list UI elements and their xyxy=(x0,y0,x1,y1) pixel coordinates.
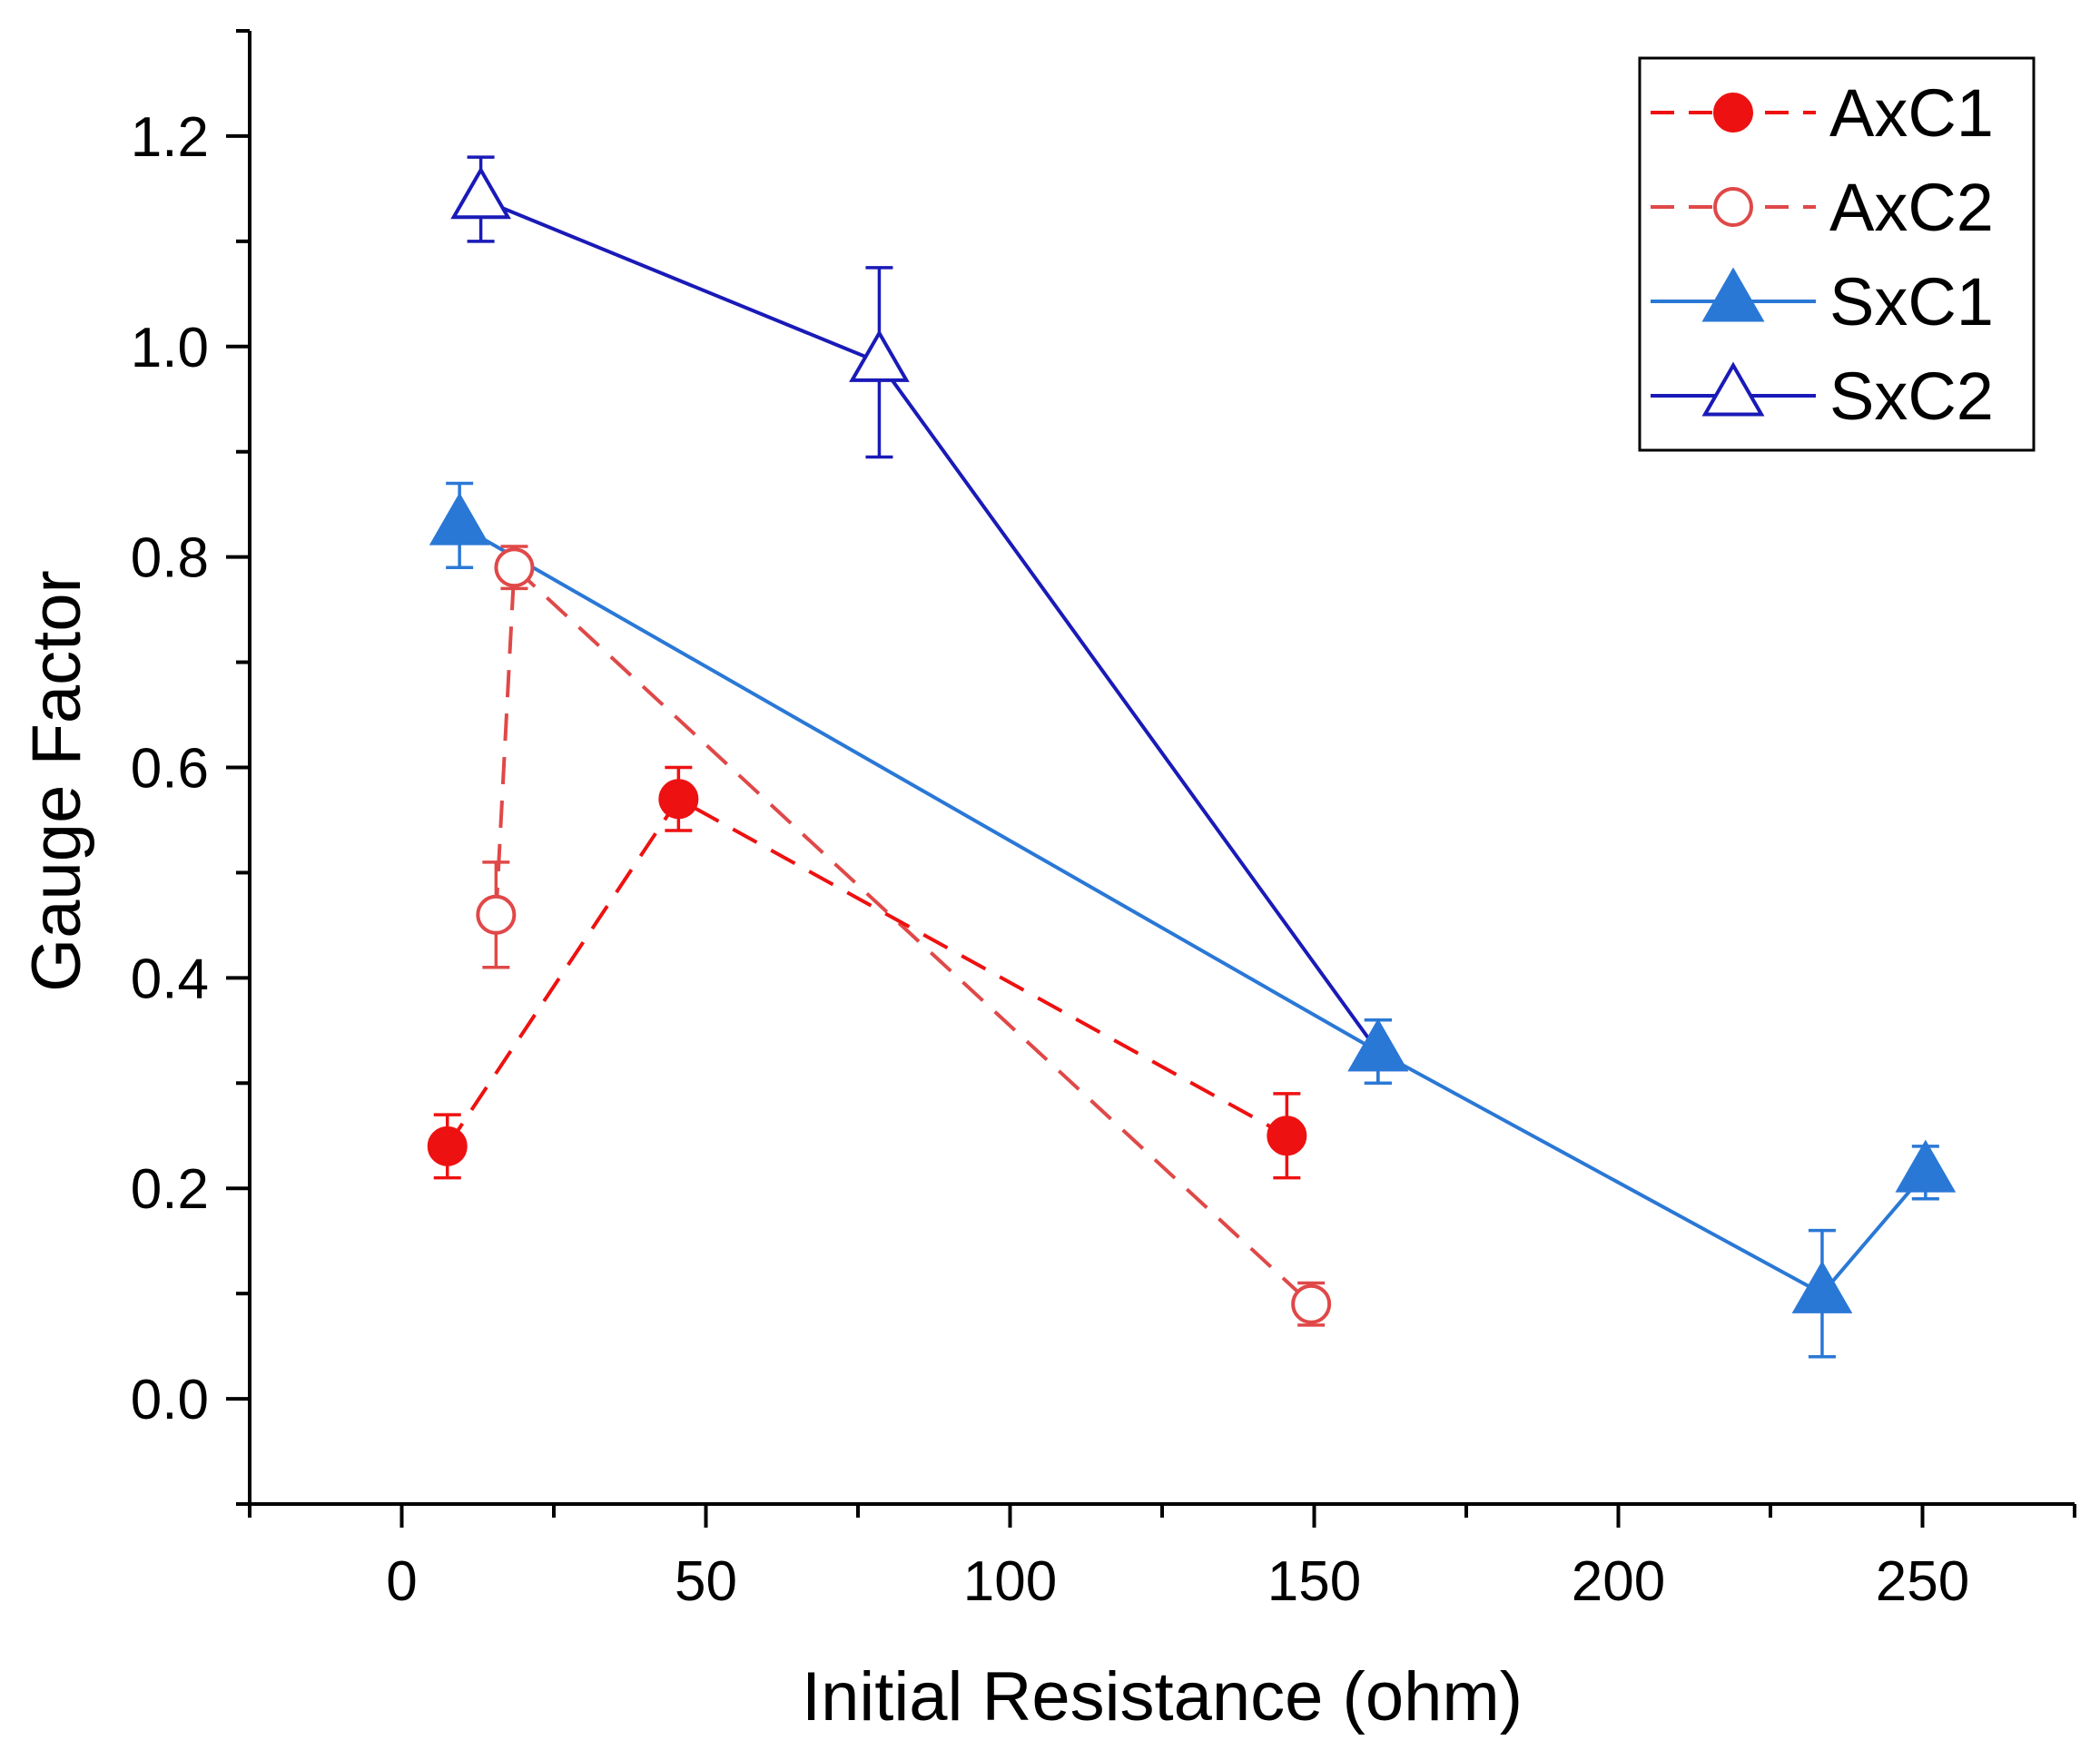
data-point-axc1 xyxy=(1267,1116,1307,1156)
data-point-sxc1 xyxy=(1895,1139,1957,1193)
data-point-sxc1 xyxy=(1347,1018,1409,1072)
data-point-sxc2 xyxy=(450,166,511,220)
series-axc2 xyxy=(476,545,1332,1327)
axes: 0 50 100 150 200 250 0.0 0.2 0.4 0.6 0.8 1.0 1.2 Init… xyxy=(18,29,2076,1735)
data-point-axc2 xyxy=(494,547,535,588)
legend-label-sxc1: SxC1 xyxy=(1829,264,1994,339)
data-point-sxc2 xyxy=(849,329,910,382)
data-marks xyxy=(427,155,1957,1359)
series-line-sxc1 xyxy=(458,524,1927,1296)
y-tick-label: 0.8 xyxy=(131,527,209,590)
x-tick-label: 0 xyxy=(386,1550,417,1613)
x-tick-label: 200 xyxy=(1572,1550,1665,1613)
data-point-axc2 xyxy=(476,894,517,935)
legend-item-axc2: AxC2 xyxy=(1651,170,1994,245)
legend-item-axc1: AxC1 xyxy=(1651,75,1994,151)
legend-item-sxc2: SxC2 xyxy=(1651,359,1994,434)
x-tick-label: 250 xyxy=(1876,1550,1969,1613)
legend-marker-sxc2 xyxy=(1701,361,1765,417)
x-tick-label: 100 xyxy=(963,1550,1057,1613)
legend-marker-axc2 xyxy=(1713,187,1753,227)
x-tick-label: 50 xyxy=(675,1550,737,1613)
series-line-axc2 xyxy=(494,565,1313,1306)
x-tick-label: 150 xyxy=(1267,1550,1361,1613)
data-point-axc1 xyxy=(427,1126,468,1166)
legend-item-sxc1: SxC1 xyxy=(1651,264,1994,339)
y-tick-label: 0.4 xyxy=(131,948,209,1010)
x-axis-title: Initial Resistance (ohm) xyxy=(802,1658,1523,1735)
y-tick-label: 1.0 xyxy=(131,317,209,379)
data-point-axc1 xyxy=(658,779,699,820)
data-point-axc2 xyxy=(1291,1283,1332,1324)
y-tick-label: 0.0 xyxy=(131,1369,209,1431)
data-point-sxc1 xyxy=(429,492,490,546)
legend-label-axc2: AxC2 xyxy=(1829,170,1994,245)
data-point-sxc1 xyxy=(1791,1260,1853,1313)
legend-marker-axc1 xyxy=(1713,93,1753,133)
legend-marker-sxc1 xyxy=(1701,267,1765,322)
legend-label-axc1: AxC1 xyxy=(1829,75,1994,151)
y-tick-label: 0.6 xyxy=(131,738,209,801)
y-tick-label: 0.2 xyxy=(131,1158,209,1221)
series-axc1 xyxy=(427,765,1307,1180)
y-axis-title: Gauge Factor xyxy=(18,570,95,992)
legend-box xyxy=(1638,56,2036,452)
y-tick-label: 1.2 xyxy=(131,106,209,169)
legend-label-sxc2: SxC2 xyxy=(1829,359,1994,434)
series-sxc1 xyxy=(429,481,1957,1359)
legend: AxC1 AxC2 SxC1 SxC2 xyxy=(1638,56,2036,452)
